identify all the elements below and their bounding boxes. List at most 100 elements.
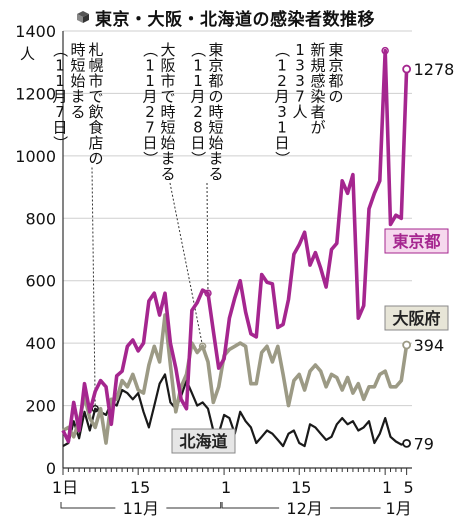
annotation-leader	[91, 167, 96, 409]
annotation-glyph: 8	[193, 119, 203, 137]
y-tick-label: 200	[25, 397, 56, 416]
annotation-glyph: 7	[295, 88, 305, 106]
annotation-glyph: 都	[328, 72, 343, 90]
annotation-glyph: 1	[55, 72, 65, 90]
series-end-point-osaka	[402, 340, 412, 350]
annotation-glyph: 1	[55, 57, 65, 75]
annotation-glyph: 2	[193, 103, 203, 121]
annotation-glyph: 時	[160, 103, 175, 121]
annotation-glyph: 飲	[88, 103, 103, 121]
annotation-glyph: 者	[310, 103, 325, 121]
y-tick-label: 600	[25, 272, 56, 291]
annotation-glyph: ま	[70, 88, 85, 106]
annotation-glyph: 始	[70, 72, 85, 90]
annotation-glyph: 2	[145, 103, 155, 121]
series-label-box-tokyo	[384, 228, 449, 254]
annotation-glyph: 日	[274, 134, 289, 152]
annotation-glyph: 3	[277, 103, 287, 121]
annotation-glyph: が	[310, 119, 325, 137]
annotation-glyph: 市	[160, 72, 175, 90]
series-end-point-hokkaido	[402, 438, 412, 448]
annotation-glyph: （	[141, 42, 159, 57]
annotation-glyph: 1	[145, 57, 155, 75]
annotation-leader-lines	[91, 46, 389, 413]
annotation-glyph: の	[328, 88, 343, 106]
annotation-glyph: 時	[208, 103, 223, 121]
annotation-glyph: 短	[70, 57, 85, 75]
month-label: 12月	[286, 499, 322, 518]
y-axis-ticks: 0 200 400 600 800 1000 1200 1400	[15, 22, 56, 478]
annotation-glyph: 3	[295, 72, 305, 90]
x-tick-label: 15	[130, 478, 150, 497]
annotation-glyph: ）	[141, 151, 159, 166]
annotation-glyph: 感	[310, 72, 325, 90]
x-tick-label: 1	[221, 478, 231, 497]
series-label-hokkaido: 北海道	[179, 432, 227, 451]
annotation-glyph: 7	[145, 119, 155, 137]
annotation-glyph: 2	[277, 72, 287, 90]
annotation-glyph: 短	[208, 119, 223, 137]
annotation-glyph: 1	[145, 72, 155, 90]
series-labels: 北海道 大阪府 東京都	[171, 228, 449, 454]
annotation-glyph: 短	[160, 119, 175, 137]
annotation-glyph: で	[160, 88, 175, 106]
annotation-texts: 札幌市で飲食店の時短始まる（11月7日）大阪市で時短始まる（11月27日）東京都…	[51, 41, 344, 183]
series-end-point-tokyo	[402, 64, 412, 74]
series-label-tokyo: 東京都	[392, 232, 440, 251]
annotation-glyph: る	[208, 165, 223, 183]
annotation-glyph: 日	[190, 134, 205, 152]
x-tick-label: 5	[404, 478, 414, 497]
annotation-glyph: 規	[310, 57, 325, 75]
annotation-glyph: 食	[88, 119, 103, 137]
month-label-bg	[380, 498, 417, 518]
annotation-leader	[206, 182, 209, 294]
annotation-glyph: 店	[88, 134, 103, 152]
annotation-glyph: で	[88, 88, 103, 106]
annotation-glyph: の	[88, 150, 103, 168]
annotation-glyph: 染	[310, 88, 325, 106]
annotation-glyph: ま	[208, 150, 223, 168]
x-tick-label: 1	[382, 478, 392, 497]
annotation-glyph: ）	[51, 135, 69, 150]
series-end-label-osaka: 394	[414, 336, 445, 355]
annotation-glyph: 3	[295, 57, 305, 75]
y-tick-label: 0	[46, 459, 56, 478]
y-tick-label: 800	[25, 209, 56, 228]
x-tick-label: 15	[291, 478, 311, 497]
annotation-glyph: 1	[277, 119, 287, 137]
annotation-glyph: ）	[273, 151, 291, 166]
series-line-osaka	[62, 313, 409, 445]
series-label-osaka: 大阪府	[392, 309, 440, 328]
annotation-glyph: 月	[190, 88, 205, 106]
annotation-glyph: （	[273, 42, 291, 57]
annotation-glyph: 1	[193, 57, 203, 75]
annotation-glyph: 始	[160, 134, 175, 152]
annotation-glyph: 東	[328, 41, 343, 59]
annotation-glyph: 7	[55, 103, 65, 121]
annotation-glyph: 新	[310, 41, 325, 59]
annotation-glyph: 月	[274, 88, 289, 106]
chart-title: 東京・大阪・北海道の感染者数推移	[95, 9, 375, 30]
month-label-bg	[279, 498, 331, 518]
annotation-glyph: 京	[328, 57, 343, 75]
chart-title-wrap: 東京・大阪・北海道の感染者数推移	[76, 4, 375, 30]
month-label: 11月	[123, 499, 159, 518]
annotation-glyph: 月	[142, 88, 157, 106]
y-tick-label: 1000	[15, 147, 56, 166]
annotation-glyph: 幌	[88, 57, 103, 75]
month-label-bg	[115, 498, 167, 518]
series-label-box-hokkaido	[171, 428, 236, 454]
series-label-box-osaka	[384, 305, 449, 331]
annotation-glyph: 札	[88, 41, 103, 59]
annotation-glyph: 市	[88, 72, 103, 90]
annotation-glyph: 都	[208, 72, 223, 90]
annotation-glyph: る	[160, 165, 175, 183]
month-label: 1月	[385, 499, 411, 518]
annotation-glyph: 阪	[160, 57, 175, 75]
annotation-glyph: 1	[193, 72, 203, 90]
annotation-leader	[169, 182, 204, 347]
